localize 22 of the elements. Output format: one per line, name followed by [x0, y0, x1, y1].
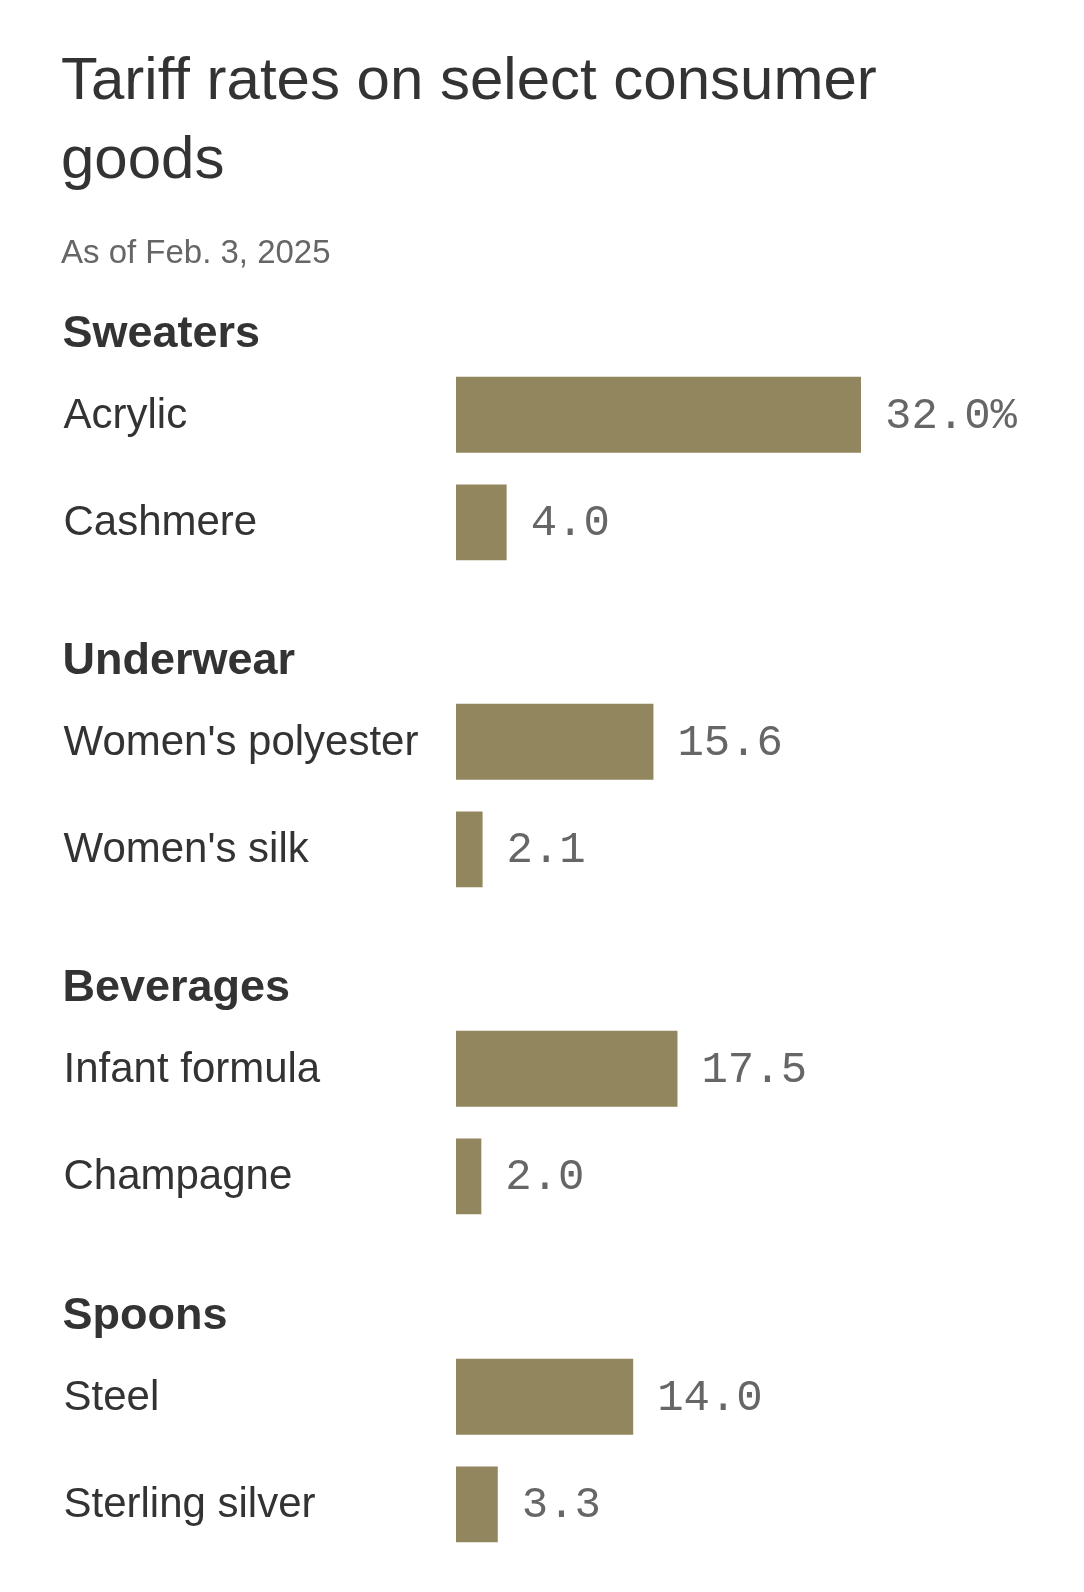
y-tick-label: Women's silk	[63, 824, 310, 872]
y-axis-title: Beverages	[62, 960, 291, 1012]
y-tick-label: Champagne	[63, 1151, 293, 1199]
data-label: 2.0	[505, 1152, 585, 1203]
y-tick-label: Steel	[63, 1371, 160, 1419]
chart-title: Tariff rates on select consumer goods	[61, 45, 877, 191]
y-axis-title: Sweaters	[62, 306, 261, 358]
y-axis-title: Underwear	[62, 633, 296, 685]
data-label: 3.3	[521, 1479, 601, 1530]
data-label: 17.5	[701, 1045, 808, 1096]
y-tick-label: Sterling silver	[63, 1478, 316, 1526]
y-tick-label: Women's polyester	[63, 716, 419, 764]
chart-subtitle: As of Feb. 3, 2025	[61, 232, 331, 270]
data-label: 4.0	[530, 498, 610, 549]
y-tick-label: Cashmere	[63, 497, 258, 545]
y-tick-label: Infant formula	[63, 1044, 321, 1092]
data-label: 32.0%	[884, 390, 1018, 441]
y-tick-label: Acrylic	[63, 389, 188, 437]
data-label: 15.6	[677, 717, 784, 768]
y-axis-title: Spoons	[62, 1288, 228, 1340]
data-label: 2.1	[506, 825, 586, 876]
data-label: 14.0	[657, 1372, 763, 1423]
